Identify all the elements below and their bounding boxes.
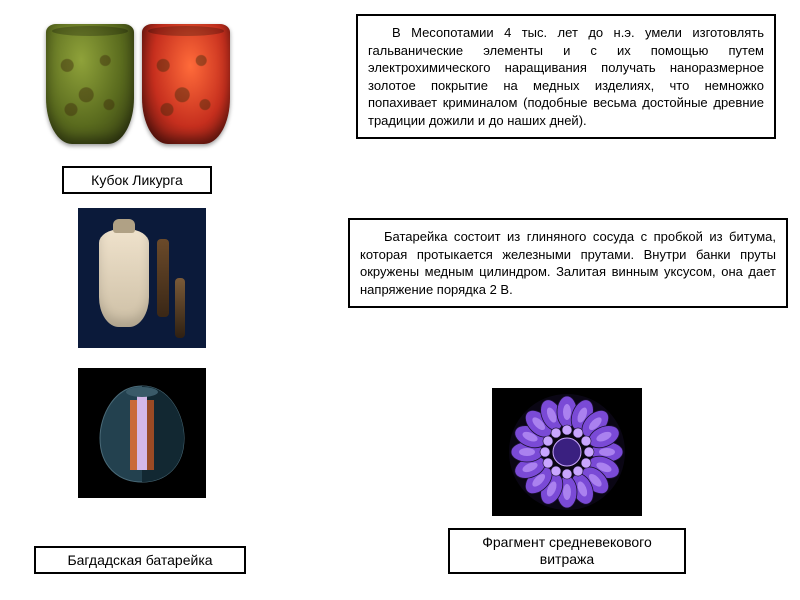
text-panel-battery: Батарейка состоит из глиняного сосуда с … <box>348 218 788 308</box>
caption-rose-window: Фрагмент средневекового витража <box>448 528 686 574</box>
baghdad-battery-image <box>78 208 206 348</box>
caption-lycurgus-cup: Кубок Ликурга <box>62 166 212 194</box>
caption-baghdad-battery: Багдадская батарейка <box>34 546 246 574</box>
text-panel-mesopotamia: В Месопотамии 4 тыс. лет до н.э. умели и… <box>356 14 776 139</box>
rose-window-image <box>492 388 642 516</box>
cutaway-svg <box>92 378 192 488</box>
rose-window-svg <box>507 392 627 512</box>
cup-green <box>46 24 134 144</box>
cup-red <box>142 24 230 144</box>
clay-jar <box>99 229 149 327</box>
iron-rod <box>175 278 185 338</box>
copper-rod <box>157 239 169 317</box>
battery-cutaway-image <box>78 368 206 498</box>
lycurgus-cups-image <box>38 14 238 154</box>
mesopotamia-paragraph: В Месопотамии 4 тыс. лет до н.э. умели и… <box>368 24 764 129</box>
battery-paragraph: Батарейка состоит из глиняного сосуда с … <box>360 228 776 298</box>
